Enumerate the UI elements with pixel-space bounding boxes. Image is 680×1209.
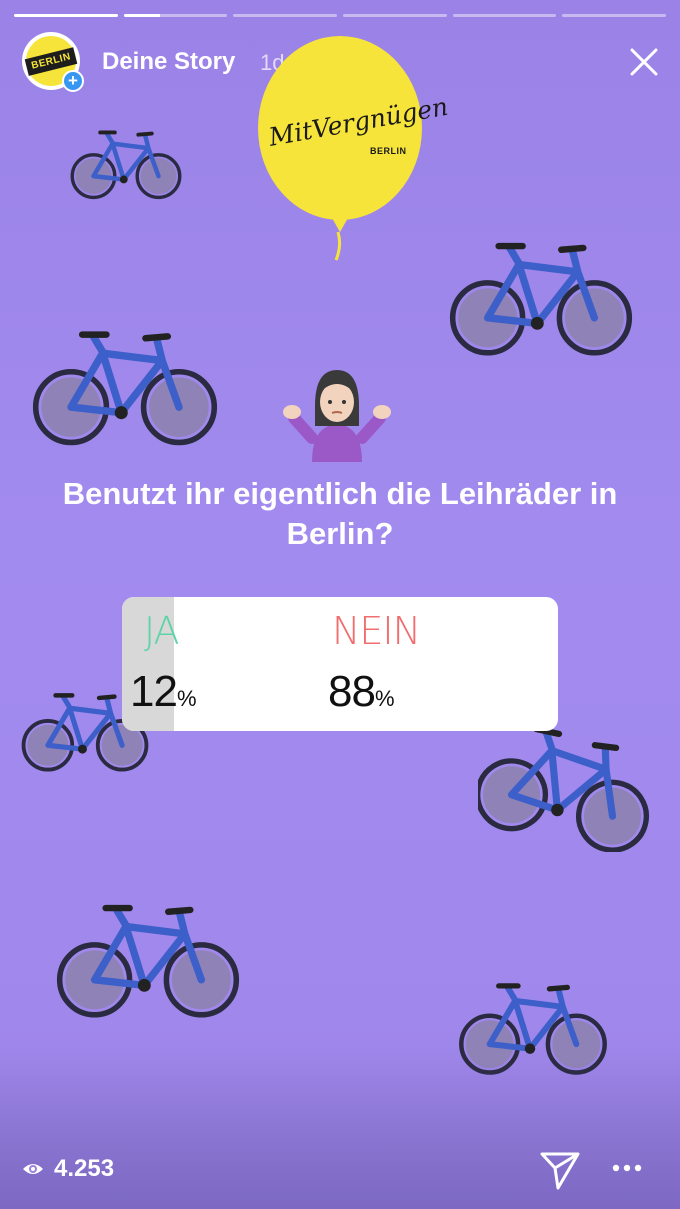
- progress-segment: [233, 14, 338, 17]
- bicycle-icon: [56, 904, 240, 1018]
- story-progress: [14, 14, 667, 17]
- progress-segment: [452, 14, 557, 17]
- sticker-city: BERLIN: [370, 146, 407, 156]
- plus-icon[interactable]: +: [62, 70, 84, 92]
- bicycle-icon: [449, 242, 633, 356]
- poll-result-bar: [122, 597, 175, 731]
- poll-option-yes-label: JA: [144, 609, 180, 653]
- eye-icon: [23, 1164, 43, 1174]
- poll-sticker[interactable]: JA NEIN 12% 88%: [122, 597, 558, 731]
- progress-segment: [562, 14, 667, 17]
- shrug-emoji: [283, 370, 391, 462]
- more-icon[interactable]: [610, 1158, 644, 1178]
- bicycle-icon: [70, 130, 182, 200]
- bottom-gradient: [0, 1059, 680, 1209]
- progress-segment: [123, 14, 228, 17]
- views-count: 4.253: [54, 1155, 115, 1182]
- progress-segment: [343, 14, 447, 17]
- bicycle-icon: [459, 983, 607, 1075]
- bicycle-icon: [478, 725, 649, 852]
- poll-option-no-label: NEIN: [332, 609, 421, 653]
- viewers-button[interactable]: 4.253: [22, 1155, 114, 1183]
- close-icon[interactable]: [626, 44, 662, 80]
- bicycle-icon: [32, 331, 218, 446]
- balloon-icon: [258, 36, 422, 261]
- story-owner-name[interactable]: Deine Story: [102, 48, 236, 75]
- poll-option-no-percent: 88%: [328, 667, 394, 716]
- poll-option-yes-percent: 12%: [130, 667, 196, 716]
- progress-segment: [14, 14, 118, 17]
- poll-question: Benutzt ihr eigentlich die Leihräder in …: [62, 476, 618, 551]
- send-icon[interactable]: [538, 1148, 582, 1192]
- bicycle-icon: [21, 693, 149, 772]
- avatar[interactable]: BERLIN +: [22, 32, 84, 92]
